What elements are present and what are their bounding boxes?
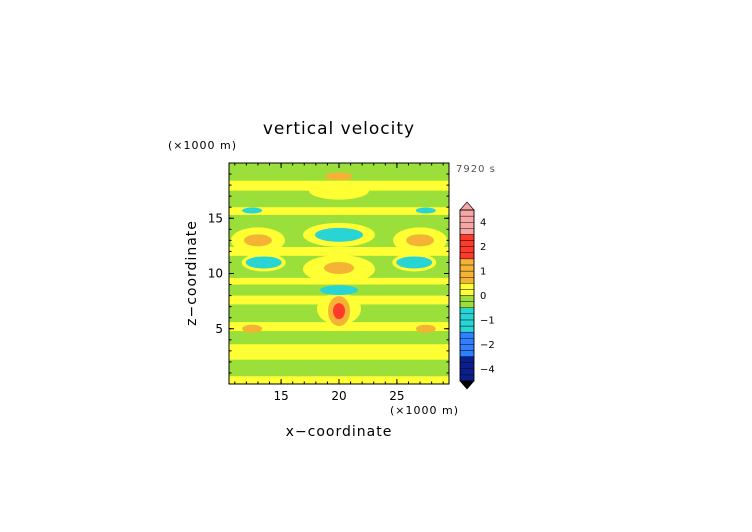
colorbar-bin [459,307,475,315]
updraft-region [243,234,272,247]
updraft-region [242,324,263,333]
downdraft-region [415,207,436,214]
x-axis: 15 20 25 [234,163,444,403]
x-unit-label: (×1000 m) [390,404,459,417]
x-tick-label: 20 [331,389,346,403]
colorbar-bin [459,331,475,339]
colorbar-label: −4 [480,364,495,375]
contour-band [229,207,449,215]
colorbar-bin [459,338,475,345]
updraft-region [406,234,435,247]
colorbar-max-arrow [459,201,475,211]
colorbar-bin [459,215,475,223]
colorbar-min-arrow [459,380,475,390]
colorbar-label: −2 [480,340,495,351]
colorbar-bin [459,313,475,321]
colorbar-label: 4 [480,218,486,229]
colorbar-bin [459,240,475,247]
colorbar-bin [459,252,475,260]
colorbar-label: 1 [480,267,486,278]
colorbar-bin [459,319,475,327]
colorbar-bin [459,368,475,376]
colorbar-bin [459,344,475,351]
colorbar-frame [459,209,475,382]
colorbar-bin [459,270,475,278]
colorbar: 4 2 1 0 −1 −2 −4 [459,201,495,390]
plot-area [228,162,450,385]
colorbar-label: −1 [480,315,495,326]
downdraft-region [242,207,263,214]
downdraft-region [320,285,358,296]
x-axis-label: x−coordinate [286,424,393,440]
downdraft-region [315,227,363,242]
colorbar-bin [459,374,475,382]
y-axis-label: z−coordinate [184,220,200,326]
colorbar-bin [459,362,475,369]
downdraft-region [396,256,433,269]
x-tick-label: 15 [273,389,288,403]
velocity-field [229,172,449,384]
updraft-region [324,261,354,274]
colorbar-bin [459,234,475,241]
colorbar-bin [459,325,475,333]
colorbar-bin [459,295,475,302]
colorbar-bin [459,283,475,290]
updraft-region [325,172,353,181]
x-tick-label: 25 [389,389,404,403]
time-label: 7920 s [456,164,496,175]
colorbar-bin [459,209,475,217]
downdraft-region [245,256,282,269]
colorbar-bin [459,246,475,253]
y-unit-label: (×1000 m) [168,139,237,152]
colorbar-bin [459,222,475,229]
colorbar-bin [459,350,475,357]
y-tick-label: 5 [215,322,223,336]
y-tick-label: 10 [208,267,223,281]
colorbar-label: 2 [480,242,486,253]
updraft-region [415,324,436,333]
contour-band [229,344,449,360]
colorbar-bin [459,356,475,363]
contour-band [229,246,449,256]
y-axis: 5 10 15 [208,173,449,374]
colorbar-bin [459,301,475,308]
colorbar-bin [459,258,475,266]
chart-title: vertical velocity [263,119,415,139]
updraft-core [333,303,345,320]
contour-band [229,322,449,331]
colorbar-bin [459,276,475,284]
colorbar-bin [459,289,475,296]
colorbar-bin [459,228,475,235]
contour-region [309,181,369,200]
y-tick-label: 15 [208,211,223,225]
colorbar-bin [459,264,475,272]
colorbar-label: 0 [480,291,486,302]
